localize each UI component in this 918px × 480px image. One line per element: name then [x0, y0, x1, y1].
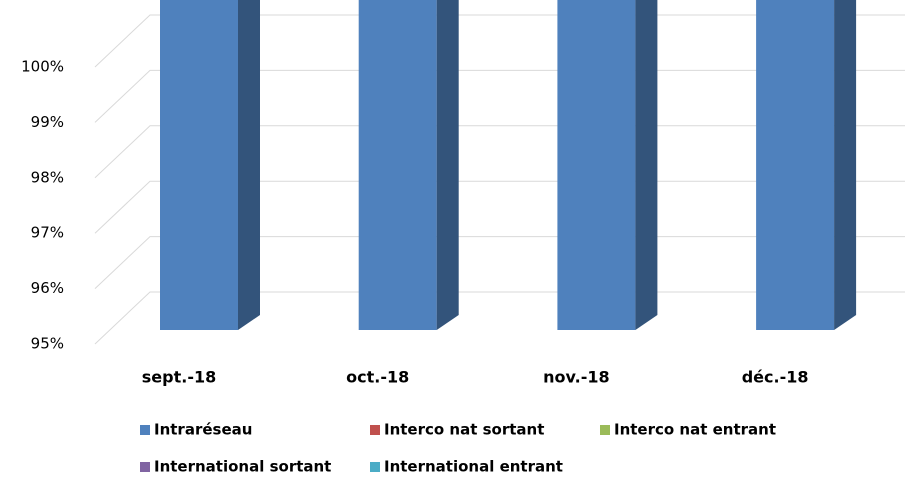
- bar-side: [436, 0, 459, 330]
- legend-label: Interco nat sortant: [384, 421, 544, 439]
- legend-swatch: [370, 425, 380, 435]
- bar-side: [834, 0, 857, 330]
- y-tick-label: 95%: [31, 335, 64, 353]
- legend-label: Intraréseau: [154, 421, 252, 439]
- y-tick-label: 100%: [21, 58, 64, 76]
- legend-swatch: [600, 425, 610, 435]
- y-tick-label: 98%: [31, 168, 64, 186]
- legend-label: International sortant: [154, 458, 331, 476]
- bar-segment: [160, 0, 238, 330]
- x-tick-label: sept.-18: [142, 368, 216, 387]
- legend-swatch: [370, 462, 380, 472]
- bar-side: [238, 0, 260, 330]
- bar-segment: [756, 0, 835, 330]
- legend-swatch: [140, 425, 150, 435]
- legend-label: International entrant: [384, 458, 563, 476]
- x-tick-label: nov.-18: [543, 368, 610, 387]
- legend-swatch: [140, 462, 150, 472]
- x-tick-label: déc.-18: [742, 368, 809, 387]
- bar-segment: [557, 0, 636, 330]
- bar-side: [635, 0, 658, 330]
- y-tick-label: 99%: [31, 113, 64, 131]
- x-tick-label: oct.-18: [346, 368, 409, 387]
- legend-label: Interco nat entrant: [614, 421, 776, 439]
- bar-segment: [358, 0, 437, 330]
- y-tick-label: 97%: [31, 224, 64, 242]
- y-tick-label: 96%: [31, 279, 64, 297]
